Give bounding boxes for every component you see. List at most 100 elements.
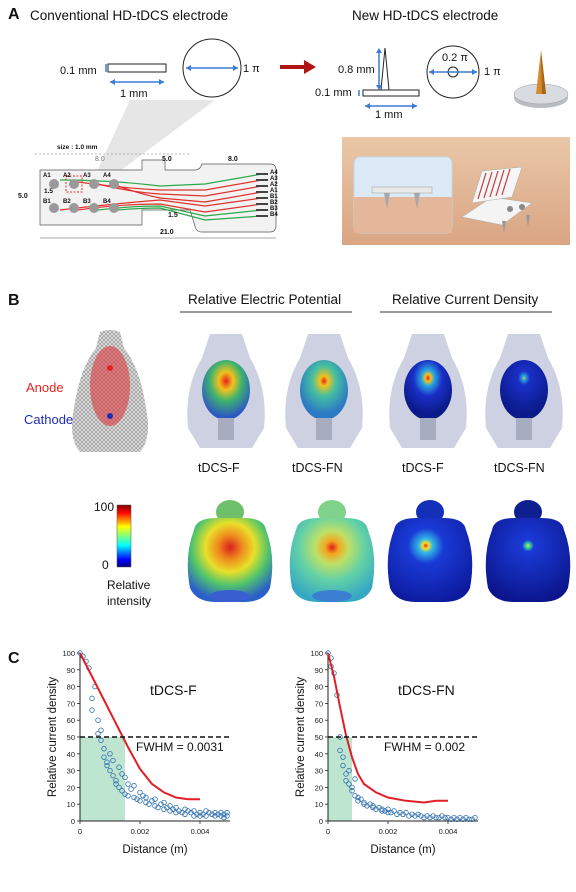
data-point (113, 781, 119, 787)
data-point (113, 777, 119, 784)
y-tick-label: 30 (67, 767, 75, 776)
pad-label-a3: A3 (83, 173, 91, 179)
data-point (421, 814, 427, 821)
data-point (122, 791, 128, 797)
data-point (221, 814, 227, 821)
y-tick-label: 20 (67, 783, 75, 792)
y-tick-label: 10 (315, 800, 323, 809)
data-point (397, 809, 403, 816)
pad-label-b4: B4 (103, 199, 111, 205)
brain-potential-tdcs-f (187, 500, 273, 602)
data-point (343, 771, 349, 777)
y-tick-label: 40 (315, 750, 323, 759)
data-point (107, 751, 113, 757)
data-point (379, 806, 385, 812)
y-tick-label: 0 (319, 817, 323, 826)
x-axis-label: Distance (m) (122, 844, 187, 856)
board-dim-top-3: 8.0 (228, 156, 238, 163)
data-point (125, 793, 131, 799)
data-point (355, 794, 361, 801)
data-point (209, 811, 215, 817)
data-point (200, 811, 206, 817)
x-tick-label: 0 (326, 827, 330, 836)
data-point (167, 803, 173, 809)
fwhm-fill (80, 737, 125, 821)
data-point (472, 814, 478, 821)
data-point (98, 737, 104, 744)
data-point (173, 809, 179, 816)
data-point (167, 808, 173, 814)
board-dim-top-1: 8.0 (95, 156, 105, 163)
data-point (442, 814, 448, 821)
data-point (164, 804, 170, 811)
data-point (418, 813, 424, 819)
y-tick-label: 0 (71, 817, 75, 826)
data-point (355, 798, 361, 804)
data-point (224, 809, 230, 816)
header-underlines (180, 311, 552, 313)
data-point (415, 811, 421, 817)
data-point (137, 798, 143, 804)
pad-label-b1: B1 (43, 199, 51, 205)
anode-label: Anode (26, 380, 64, 395)
data-point (439, 813, 445, 819)
data-point (361, 801, 367, 807)
y-tick-label: 70 (67, 699, 75, 708)
conv-thickness-label: 0.1 mm (60, 65, 97, 77)
conventional-electrode-diagram (105, 38, 242, 98)
x-tick-label: 0.002 (131, 827, 150, 836)
data-point (349, 784, 355, 791)
sim-current-density-tdcs-fn (485, 334, 563, 448)
data-point (131, 794, 137, 801)
data-point (218, 809, 224, 816)
new-area-label: 1 π (484, 66, 501, 78)
data-point (379, 808, 385, 814)
data-point (152, 803, 158, 809)
connector-label: A4 (270, 170, 278, 176)
data-point (469, 816, 475, 823)
data-point (221, 811, 227, 817)
data-point (191, 808, 197, 814)
data-point (185, 808, 191, 814)
data-point (460, 816, 466, 823)
data-point (436, 814, 442, 821)
data-point (388, 809, 394, 816)
connector-label: A2 (270, 182, 278, 188)
sim-label-1: tDCS-F (198, 461, 240, 475)
data-point (457, 814, 463, 821)
y-tick-label: 60 (315, 716, 323, 725)
chart-tdcs-fn: 0 10 20 30 40 50 60 70 80 90 100 0 0.002 0.004 tDCS-FN… (295, 649, 478, 856)
data-point (197, 813, 203, 819)
data-point (466, 816, 472, 823)
y-tick-label: 80 (315, 683, 323, 692)
data-point (188, 809, 194, 816)
y-tick-label: 60 (67, 716, 75, 725)
connector-label: B4 (270, 212, 278, 218)
y-axis-label: Relative current density (47, 677, 59, 797)
data-point (182, 811, 188, 817)
data-point (203, 813, 209, 819)
data-point (77, 650, 83, 656)
pad-label-a2: A2 (63, 173, 71, 179)
data-point (382, 808, 388, 814)
data-point (95, 717, 101, 723)
data-point (451, 814, 457, 821)
y-tick-label: 20 (315, 783, 323, 792)
y-tick-label: 100 (62, 649, 75, 658)
data-point (128, 786, 134, 792)
data-point (412, 813, 418, 819)
data-point (140, 793, 146, 799)
data-point (206, 809, 212, 816)
x-tick-label: 0 (78, 827, 82, 836)
brain-potential-tdcs-fn (289, 500, 375, 602)
y-tick-label: 90 (315, 666, 323, 675)
data-point (176, 808, 182, 814)
data-point (406, 813, 412, 819)
sim-label-3: tDCS-F (402, 461, 444, 475)
data-point (119, 771, 125, 777)
fit-curve (79, 652, 200, 801)
data-point (104, 759, 110, 765)
data-point (367, 801, 373, 807)
data-point (194, 811, 200, 817)
data-point (116, 784, 122, 791)
